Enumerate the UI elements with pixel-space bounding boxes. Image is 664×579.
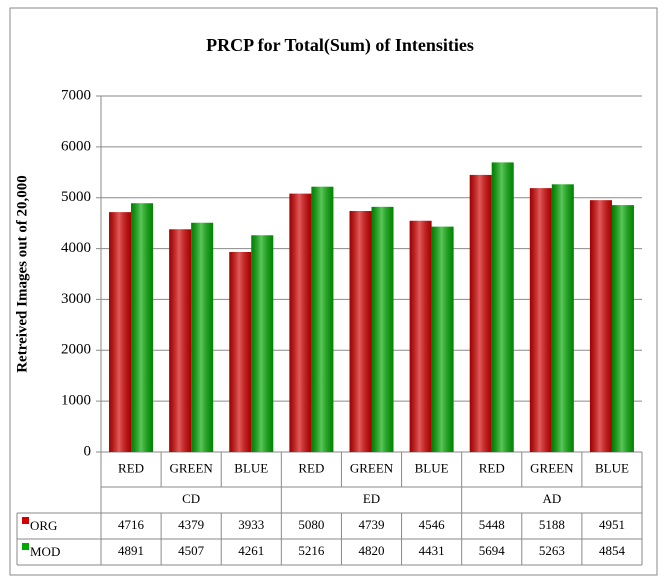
legend-label: ORG <box>30 518 57 533</box>
bar-shine <box>169 229 192 452</box>
table-value: 5216 <box>298 543 325 558</box>
table-value: 4546 <box>419 517 446 532</box>
bar-shine <box>491 162 514 452</box>
bar-shine <box>409 220 432 452</box>
y-tick-label: 3000 <box>61 291 91 307</box>
legend-label: MOD <box>30 544 60 559</box>
table-value: 4431 <box>419 543 445 558</box>
table-value: 4820 <box>359 543 385 558</box>
x-tick-label: BLUE <box>595 460 629 475</box>
bar-shine <box>311 186 334 453</box>
y-tick-label: 0 <box>84 443 92 459</box>
bar-shine <box>551 184 574 452</box>
y-tick-label: 1000 <box>61 393 91 409</box>
y-axis-label: Retreived Images out of 20,000 <box>14 175 30 373</box>
bar-shine <box>289 193 312 452</box>
x-tick-label: BLUE <box>415 460 449 475</box>
x-tick-label: RED <box>118 460 144 475</box>
y-tick-label: 2000 <box>61 342 91 358</box>
table-value: 5080 <box>298 517 324 532</box>
table-value: 4739 <box>359 517 385 532</box>
table-value: 4951 <box>599 517 625 532</box>
y-tick-label: 4000 <box>61 240 91 256</box>
x-tick-label: RED <box>479 460 505 475</box>
table-value: 5694 <box>479 543 506 558</box>
table-value: 4507 <box>178 543 205 558</box>
table-value: 5448 <box>479 517 505 532</box>
legend-swatch <box>22 517 29 524</box>
group-label: CD <box>182 491 200 506</box>
x-tick-label: GREEN <box>530 460 574 475</box>
bar-shine <box>109 212 132 452</box>
table-value: 4716 <box>118 517 145 532</box>
bar-shine <box>529 188 552 452</box>
bar-shine <box>251 235 274 452</box>
legend-swatch <box>22 543 29 550</box>
x-tick-label: BLUE <box>234 460 268 475</box>
bar-shine <box>589 200 612 452</box>
bar-shine <box>611 205 634 452</box>
x-tick-label: GREEN <box>350 460 394 475</box>
table-value: 3933 <box>238 517 264 532</box>
chart-title: PRCP for Total(Sum) of Intensities <box>206 35 474 56</box>
bar-shine <box>371 206 394 452</box>
table-value: 5188 <box>539 517 565 532</box>
group-label: ED <box>363 491 380 506</box>
table-value: 4261 <box>238 543 264 558</box>
bar-shine <box>191 222 214 452</box>
bar-shine <box>349 210 372 452</box>
bar-shine <box>469 174 492 452</box>
x-tick-label: GREEN <box>169 460 213 475</box>
group-label: AD <box>542 491 561 506</box>
bar-shine <box>229 251 252 452</box>
table-value: 5263 <box>539 543 565 558</box>
table-value: 4379 <box>178 517 204 532</box>
bar-shine <box>431 226 454 452</box>
table-value: 4891 <box>118 543 144 558</box>
x-tick-label: RED <box>298 460 324 475</box>
table-value: 4854 <box>599 543 626 558</box>
y-tick-label: 6000 <box>61 138 91 154</box>
bar-shine <box>131 203 154 452</box>
y-tick-label: 5000 <box>61 189 91 205</box>
y-tick-label: 7000 <box>61 87 91 103</box>
